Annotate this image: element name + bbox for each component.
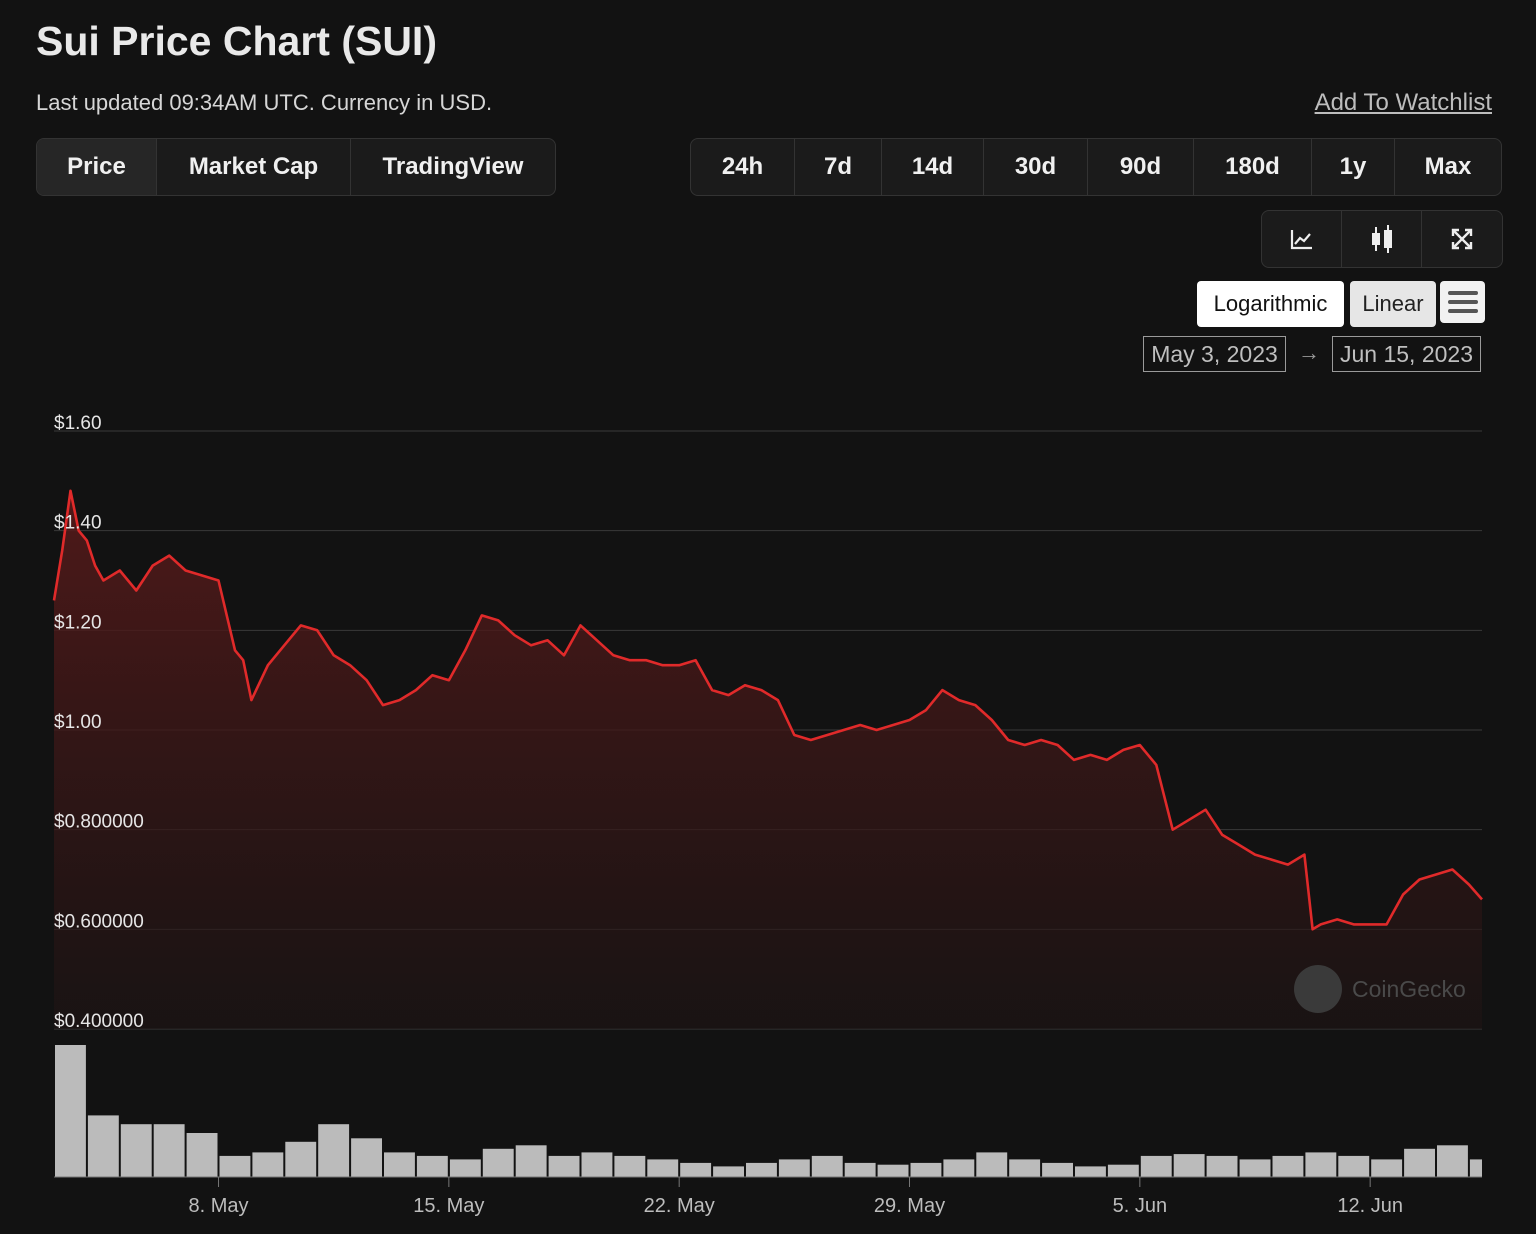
time-range-tabs: 24h 7d 14d 30d 90d 180d 1y Max [690,138,1502,196]
chart-type-buttons [1261,210,1503,268]
logarithmic-button[interactable]: Logarithmic [1197,281,1344,327]
volume-bars [54,1045,1482,1178]
y-tick-label: $0.400000 [54,1011,144,1032]
volume-bar [647,1159,679,1177]
y-tick-label: $1.60 [54,413,102,434]
volume-bar [1140,1155,1172,1177]
volume-bar [1437,1145,1468,1177]
volume-bar [318,1124,350,1177]
volume-bar [153,1124,185,1177]
volume-bar [1173,1154,1205,1177]
range-14d-button[interactable]: 14d [882,139,984,195]
menu-bar-icon [1447,300,1478,304]
volume-bar [976,1152,1008,1177]
x-tick-label: 22. May [644,1195,715,1217]
volume-bar [943,1159,975,1177]
volume-bar [482,1148,514,1177]
volume-bar [87,1115,119,1177]
date-from-input[interactable]: May 3, 2023 [1143,336,1286,372]
range-7d-button[interactable]: 7d [795,139,882,195]
price-area-fill [54,490,1482,1029]
volume-bar [351,1138,382,1177]
last-updated-text: Last updated 09:34AM UTC. Currency in US… [36,90,493,115]
volume-bar [1338,1155,1370,1177]
y-tick-label: $0.800000 [54,812,144,833]
volume-bar [252,1152,284,1177]
volume-bar [515,1145,547,1177]
volume-bar [285,1141,317,1177]
tab-tradingview[interactable]: TradingView [382,153,524,180]
volume-bar [1042,1162,1073,1177]
volume-bar [186,1133,218,1177]
volume-bar [713,1166,744,1177]
range-30d-button[interactable]: 30d [984,139,1088,195]
price-area [52,489,1483,1029]
volume-bar [1404,1148,1435,1177]
volume-bar [384,1152,415,1177]
x-tick-label: 15. May [413,1195,484,1217]
watermark-text: CoinGecko [1352,976,1466,1002]
coingecko-logo-icon [1294,965,1342,1013]
volume-bar [1469,1159,1482,1177]
y-tick-label: $1.20 [54,612,102,633]
fullscreen-icon [1451,228,1473,250]
volume-bar [1239,1159,1271,1177]
volume-bar [219,1155,251,1177]
volume-bar [449,1159,481,1177]
volume-bar [680,1162,712,1177]
x-tick-label: 5. Jun [1113,1195,1167,1217]
volume-bar [120,1124,152,1177]
volume-bar [548,1155,580,1177]
volume-bar [778,1159,810,1177]
add-to-watchlist-link[interactable]: Add To Watchlist [1314,89,1492,116]
range-24h-button[interactable]: 24h [691,139,795,195]
y-tick-label: $1.40 [54,513,102,534]
price-line [52,489,1483,931]
x-tick-label: 12. Jun [1337,1195,1403,1217]
volume-bar [1272,1155,1304,1177]
volume-bar [746,1162,777,1177]
range-1y-button[interactable]: 1y [1312,139,1395,195]
volume-bar [1009,1159,1041,1177]
volume-bar [1371,1159,1403,1177]
volume-bar [811,1155,843,1177]
tab-market-cap[interactable]: Market Cap [157,139,351,195]
coingecko-watermark: CoinGecko [1294,965,1466,1013]
candlestick-icon [1371,225,1392,253]
volume-bar [1206,1155,1238,1177]
volume-bar [55,1045,86,1177]
volume-bar [877,1164,909,1177]
range-max-button[interactable]: Max [1424,153,1472,180]
y-tick-label: $0.600000 [54,911,144,932]
x-tick-label: 8. May [189,1195,249,1217]
fullscreen-button[interactable] [1422,211,1502,267]
volume-bar [1107,1164,1139,1177]
view-tabs: Price Market Cap TradingView [36,138,556,196]
line-chart-button[interactable] [1262,211,1342,267]
y-axis-labels: $1.60 $1.40 $1.20 $1.00 $0.800000 $0.600000 $0… [54,413,144,1032]
date-range-arrow: → [1298,340,1320,365]
x-tick-label: 29. May [874,1195,945,1217]
chart-menu-button[interactable] [1440,281,1485,323]
linear-button[interactable]: Linear [1350,281,1436,327]
line-chart-icon [1290,230,1312,250]
volume-bar [1305,1152,1337,1177]
volume-bar [1075,1166,1106,1177]
x-axis-labels: 8. May 15. May 22. May 29. May 5. Jun 12. Jun [189,1177,1403,1217]
menu-bar-icon [1447,291,1478,295]
volume-bar [416,1155,448,1177]
range-180d-button[interactable]: 180d [1194,139,1312,195]
range-90d-button[interactable]: 90d [1088,139,1194,195]
y-tick-label: $1.00 [54,712,102,733]
date-to-input[interactable]: Jun 15, 2023 [1332,336,1481,372]
volume-bar [581,1152,613,1177]
volume-bar [614,1155,646,1177]
page-title: Sui Price Chart (SUI) [36,18,437,64]
menu-bar-icon [1447,309,1478,313]
volume-bar [910,1162,942,1177]
tab-price[interactable]: Price [37,139,157,195]
candlestick-button[interactable] [1342,211,1422,267]
volume-bar [844,1162,876,1177]
